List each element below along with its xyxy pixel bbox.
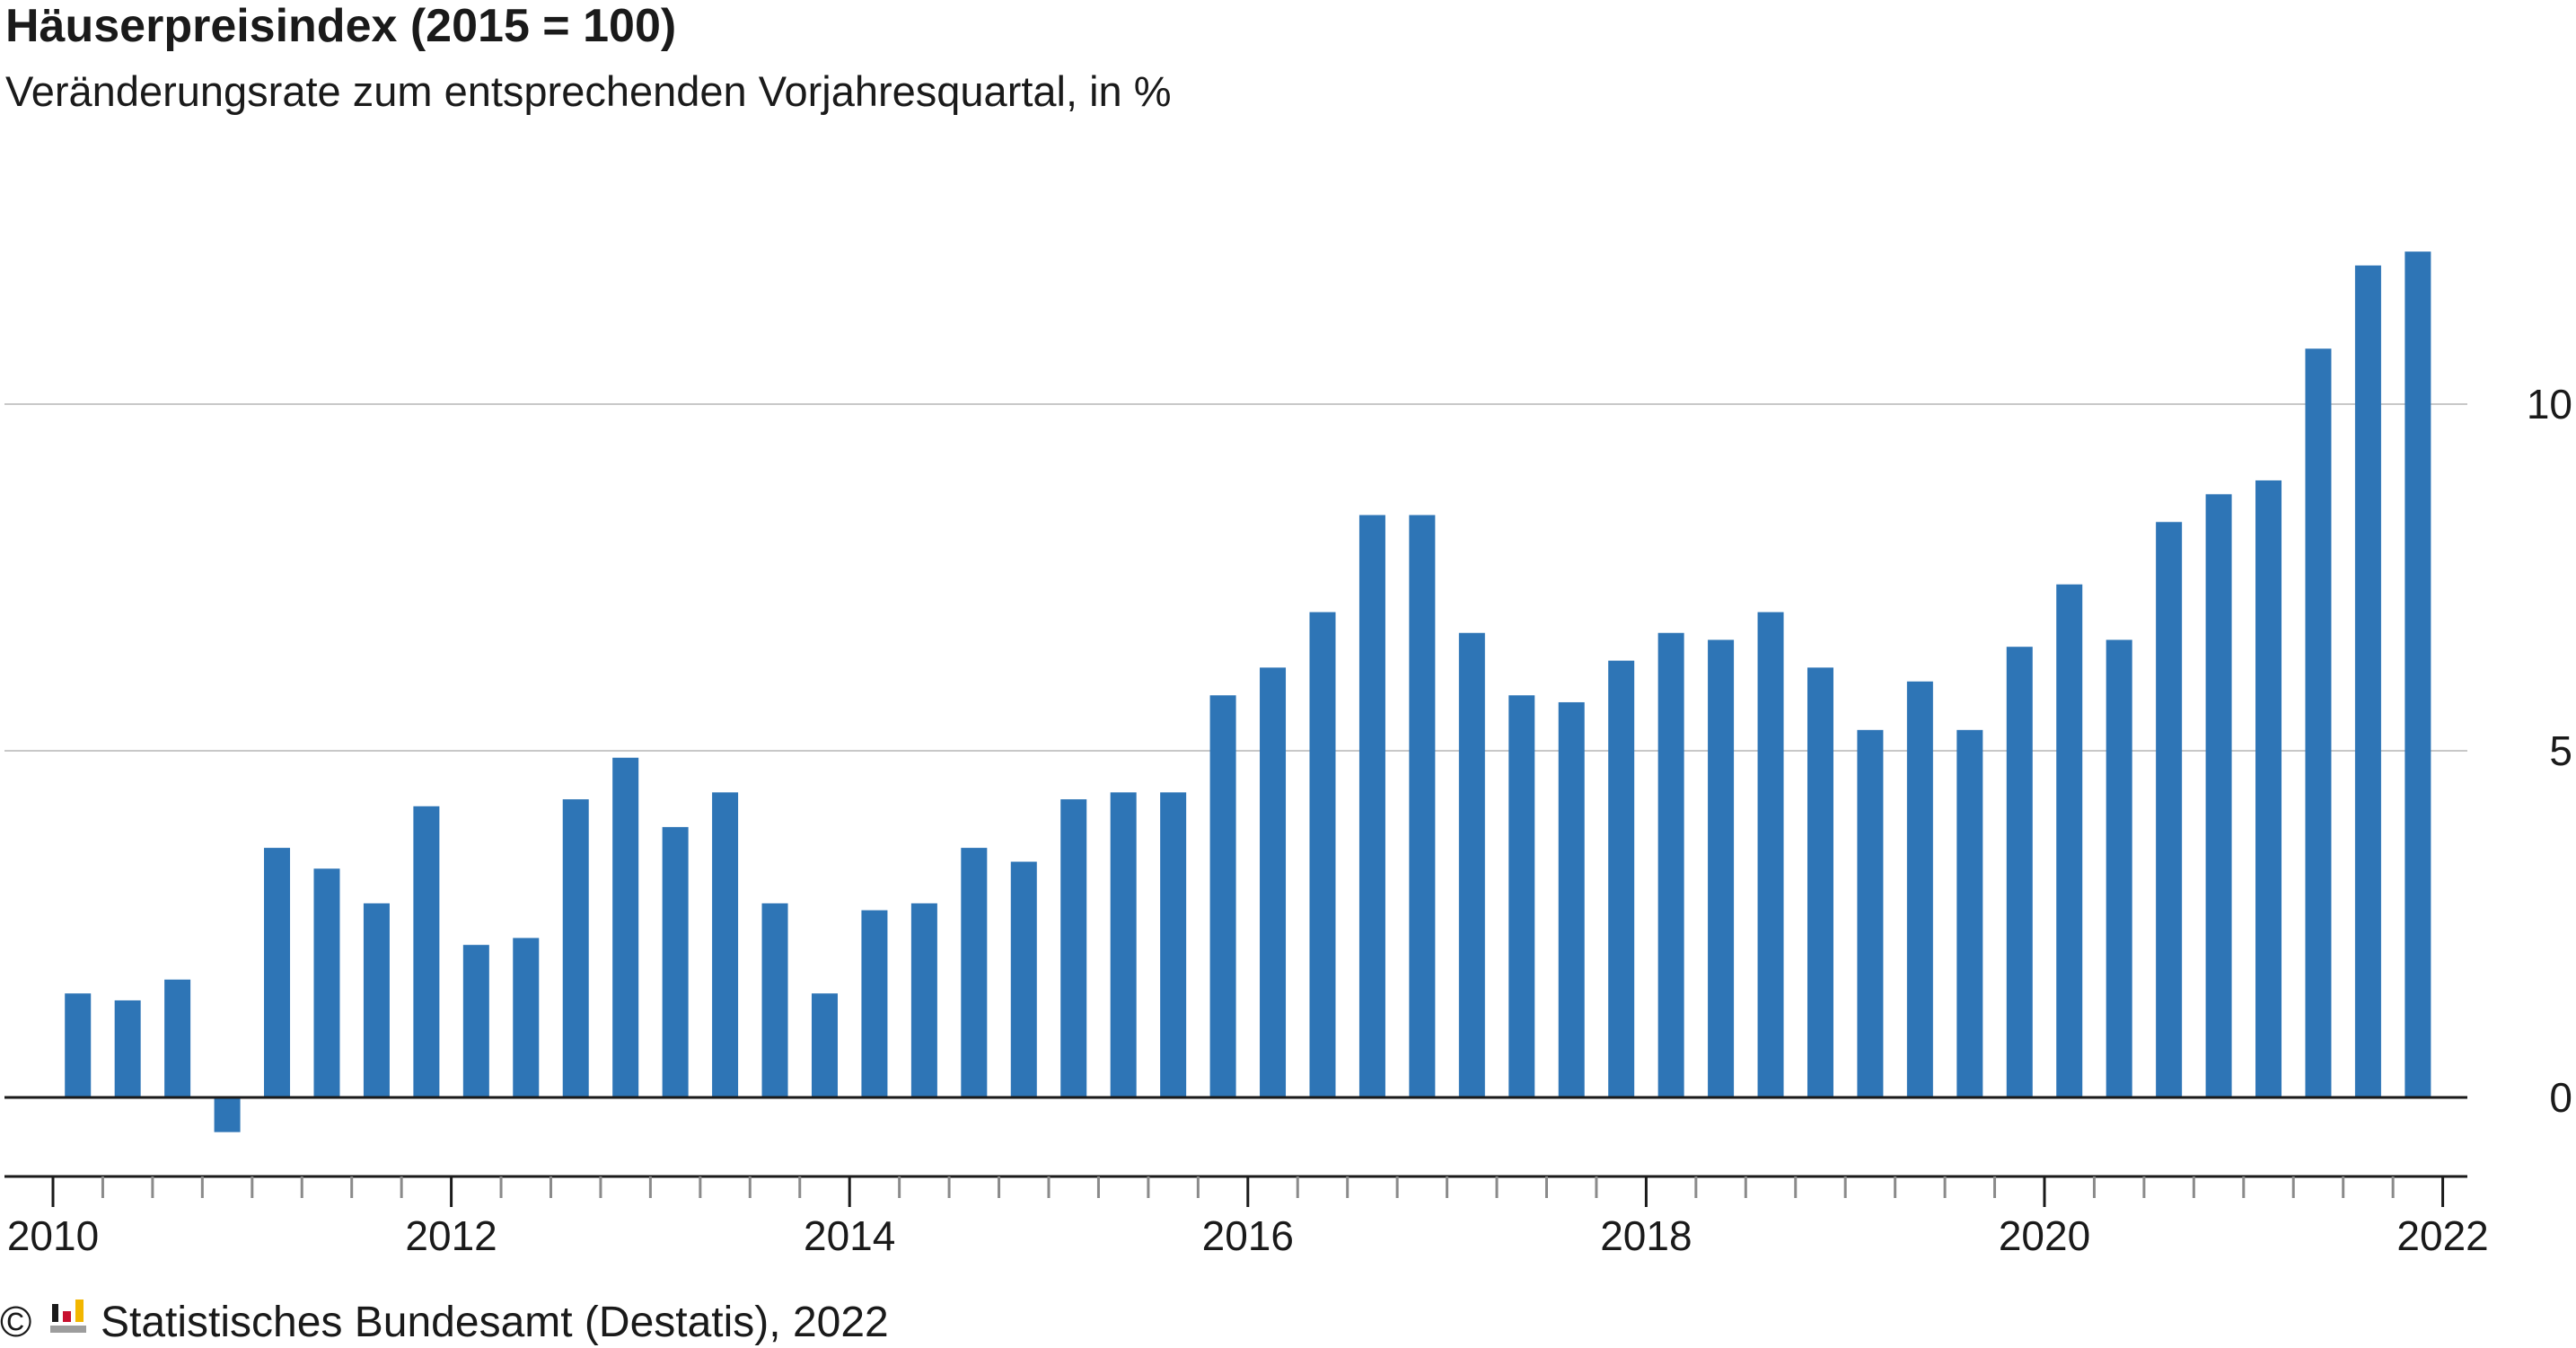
bar (1010, 861, 1037, 1097)
bar (114, 1000, 141, 1097)
y-tick-label: 0 (2549, 1074, 2572, 1121)
bar (214, 1097, 241, 1132)
bar (2405, 251, 2431, 1097)
x-tick-label: 2014 (804, 1212, 895, 1259)
bar (961, 848, 988, 1097)
bar (811, 993, 838, 1097)
footer: © Statistisches Bundesamt (Destatis), 20… (0, 1299, 889, 1346)
bar (1508, 695, 1535, 1097)
bar-series (65, 251, 2431, 1132)
bar (712, 792, 739, 1097)
bar (313, 868, 340, 1097)
bar (2354, 265, 2381, 1098)
bar (164, 979, 191, 1097)
bar (2056, 584, 2083, 1097)
bar (612, 757, 639, 1097)
chart-title: Häuserpreisindex (2015 = 100) (5, 0, 676, 52)
bar (1558, 701, 1585, 1097)
bar (1906, 681, 1933, 1097)
bar (2305, 348, 2332, 1097)
y-axis: 0 5 10 (2527, 381, 2572, 1121)
bar (2106, 639, 2132, 1097)
bar (1110, 792, 1137, 1097)
x-tick-label: 2012 (405, 1212, 497, 1259)
x-tick-label: 2010 (7, 1212, 99, 1259)
bar (1260, 667, 1287, 1097)
x-tick-label: 2020 (1999, 1212, 2090, 1259)
bar (1757, 612, 1784, 1097)
bar (264, 848, 291, 1097)
bar (861, 910, 888, 1097)
bar (1160, 792, 1187, 1097)
y-tick-label: 5 (2549, 727, 2572, 774)
bar (2156, 522, 2183, 1097)
bar (1060, 799, 1087, 1097)
bar (1956, 729, 1983, 1097)
bar (1458, 632, 1485, 1097)
copyright-symbol: © (0, 1299, 31, 1346)
bar (2205, 494, 2232, 1097)
bar (513, 938, 540, 1097)
bar (1309, 612, 1336, 1097)
bar (910, 903, 937, 1097)
y-tick-label: 10 (2527, 381, 2572, 427)
bar (662, 826, 689, 1097)
bar (562, 799, 589, 1097)
destatis-logo-icon (50, 1300, 86, 1333)
bar (462, 945, 489, 1097)
x-tick-label: 2016 (1202, 1212, 1294, 1259)
bar (1708, 639, 1735, 1097)
bar (1857, 729, 1884, 1097)
x-axis: 2010 2012 2014 2016 2018 2020 2022 (4, 1175, 2489, 1259)
bar (1209, 695, 1236, 1097)
bar (65, 993, 92, 1097)
bar (363, 903, 390, 1097)
source-text: Statistisches Bundesamt (Destatis), 2022 (101, 1299, 889, 1346)
bar (761, 903, 788, 1097)
chart-subtitle: Veränderungsrate zum entsprechenden Vorj… (5, 67, 1172, 115)
bar (1409, 515, 1436, 1097)
bar (2006, 647, 2033, 1097)
bar (1608, 660, 1635, 1097)
bar (2255, 480, 2282, 1097)
x-tick-label: 2018 (1600, 1212, 1692, 1259)
bar (1807, 667, 1833, 1097)
bar (413, 806, 440, 1097)
bar (1358, 515, 1385, 1097)
bar (1657, 632, 1684, 1097)
x-tick-label: 2022 (2396, 1212, 2488, 1259)
